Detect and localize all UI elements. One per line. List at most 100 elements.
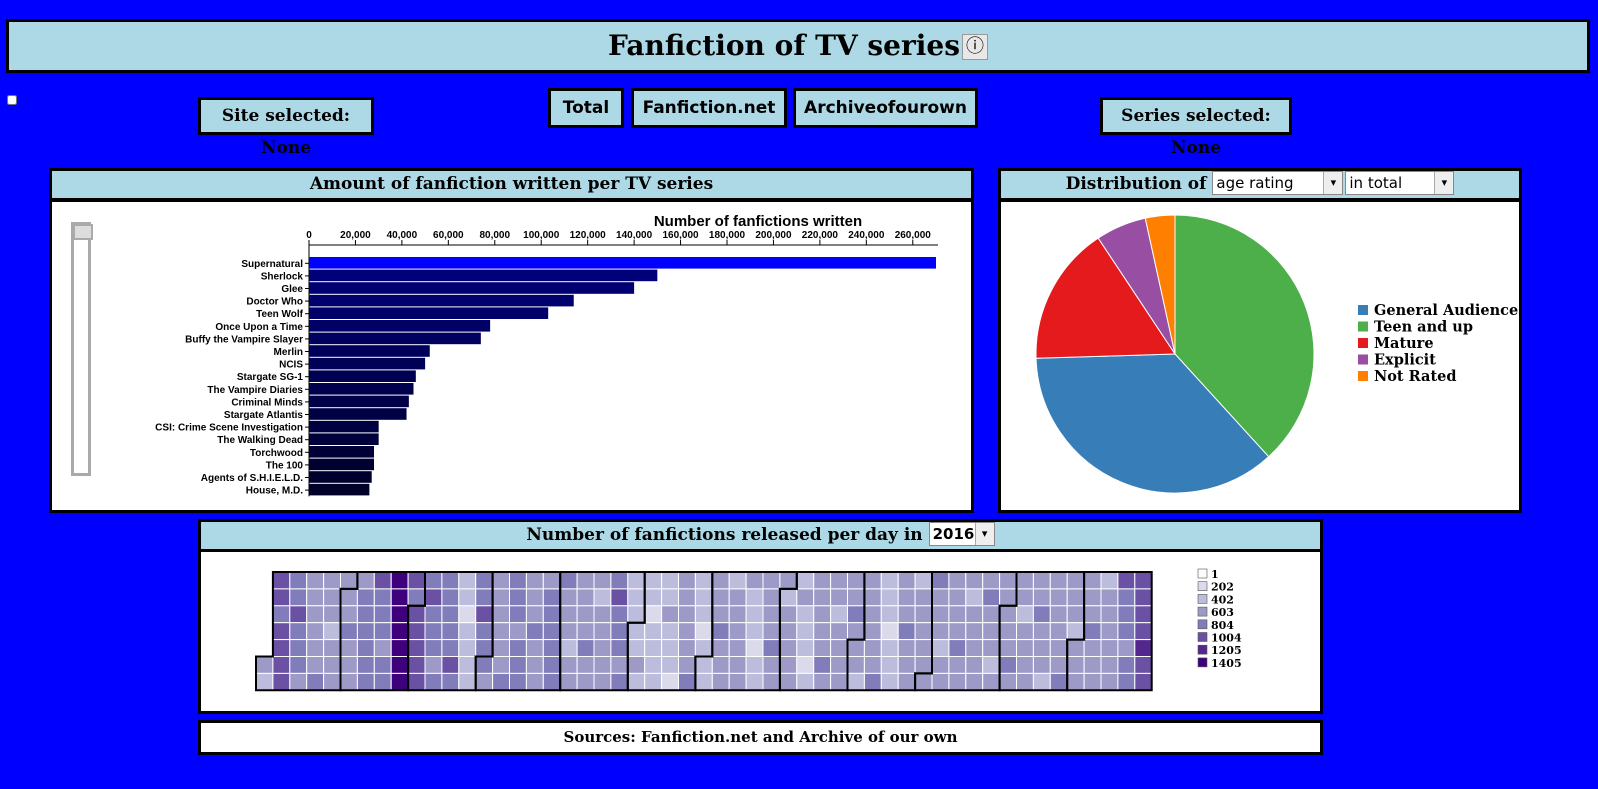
scrollbar-thumb[interactable]: [73, 224, 93, 240]
day-cell: [627, 571, 646, 590]
day-cell: [813, 672, 832, 691]
day-cell: [1100, 571, 1119, 590]
day-cell: [289, 571, 308, 590]
category-label: Glee: [281, 284, 303, 295]
day-cell: [762, 639, 781, 657]
archiveofourown-button[interactable]: Archiveofourown: [793, 88, 978, 128]
day-cell: [1117, 571, 1136, 590]
day-cell: [965, 656, 984, 674]
series-scrollbar[interactable]: [71, 222, 93, 476]
heat-legend-label: 1004: [1211, 632, 1242, 645]
day-cell: [1032, 605, 1051, 624]
day-cell: [847, 588, 865, 607]
day-cell: [610, 672, 629, 691]
day-cell: [661, 588, 680, 607]
day-cell: [509, 672, 527, 691]
fanfiction-net-button[interactable]: Fanfiction.net: [631, 88, 787, 128]
day-cell: [1117, 656, 1136, 674]
heat-legend-label: 402: [1211, 593, 1234, 606]
day-cell: [475, 622, 494, 641]
day-cell: [779, 656, 798, 674]
day-cell: [559, 639, 578, 657]
day-cell: [390, 588, 409, 607]
bar: [309, 282, 635, 294]
day-cell: [847, 605, 865, 624]
day-cell: [745, 622, 764, 641]
year-select[interactable]: 2016 ▾: [928, 521, 995, 546]
day-cell: [661, 656, 680, 674]
day-cell: [1049, 672, 1068, 691]
metric-select[interactable]: age rating ▾: [1212, 170, 1344, 195]
legend-label: Explicit: [1374, 352, 1436, 369]
category-label: The 100: [266, 460, 304, 471]
year-select-value: 2016: [932, 524, 975, 543]
day-cell: [306, 672, 325, 691]
bar: [309, 307, 549, 319]
day-cell: [914, 639, 933, 657]
day-cell: [475, 639, 494, 657]
day-cell: [356, 656, 375, 674]
day-cell: [931, 605, 950, 624]
bar-panel-header: Amount of fanfiction written per TV seri…: [49, 168, 974, 201]
pie-slice: [1035, 237, 1176, 359]
day-cell: [525, 656, 544, 674]
day-cell: [999, 605, 1017, 624]
day-cell: [509, 656, 527, 674]
day-cell: [999, 588, 1017, 607]
day-cell: [542, 571, 561, 590]
day-cell: [880, 605, 899, 624]
day-cell: [813, 622, 832, 641]
day-cell: [863, 622, 882, 641]
category-label: Buffy the Vampire Slayer: [185, 334, 303, 345]
day-cell: [559, 605, 578, 624]
day-cell: [1134, 672, 1153, 691]
heat-legend-label: 804: [1211, 619, 1234, 632]
day-cell: [441, 656, 460, 674]
day-cell: [373, 605, 392, 624]
day-cell: [542, 656, 561, 674]
day-cell: [576, 588, 595, 607]
bar: [309, 395, 409, 408]
day-cell: [1016, 605, 1034, 624]
day-cell: [661, 571, 680, 590]
day-cell: [525, 605, 544, 624]
day-cell: [407, 656, 426, 674]
day-cell: [1083, 656, 1102, 674]
day-cell: [830, 588, 848, 607]
day-cell: [931, 672, 950, 691]
day-cell: [559, 622, 578, 641]
total-button[interactable]: Total: [548, 88, 624, 128]
day-cell: [863, 571, 882, 590]
day-cell: [492, 639, 511, 657]
day-cell: [948, 639, 967, 657]
day-cell: [424, 672, 443, 691]
day-cell: [458, 639, 477, 657]
day-cell: [661, 672, 680, 691]
bar-panel-title: Amount of fanfiction written per TV seri…: [309, 174, 714, 194]
toggle-checkbox[interactable]: [7, 95, 17, 105]
day-cell: [1066, 656, 1085, 674]
day-cell: [407, 672, 426, 691]
scope-select[interactable]: in total ▾: [1345, 170, 1455, 195]
day-cell: [475, 656, 494, 674]
day-cell: [694, 571, 713, 590]
day-cell: [1032, 672, 1051, 691]
bar: [309, 483, 370, 496]
legend-label: Teen and up: [1374, 319, 1473, 336]
day-cell: [509, 622, 527, 641]
day-cell: [610, 639, 629, 657]
day-cell: [1032, 639, 1051, 657]
heat-legend-swatch: [1197, 657, 1208, 668]
day-cell: [897, 571, 916, 590]
page-title: Fanfiction of TV series: [608, 29, 960, 62]
heat-legend-swatch: [1197, 594, 1208, 604]
info-icon[interactable]: ⓘ: [961, 33, 988, 60]
legend-swatch: [1358, 321, 1368, 332]
day-cell: [306, 622, 325, 641]
day-cell: [678, 605, 696, 624]
category-label: NCIS: [279, 360, 303, 371]
day-cell: [593, 605, 612, 624]
day-cell: [289, 656, 308, 674]
bar: [309, 320, 491, 332]
